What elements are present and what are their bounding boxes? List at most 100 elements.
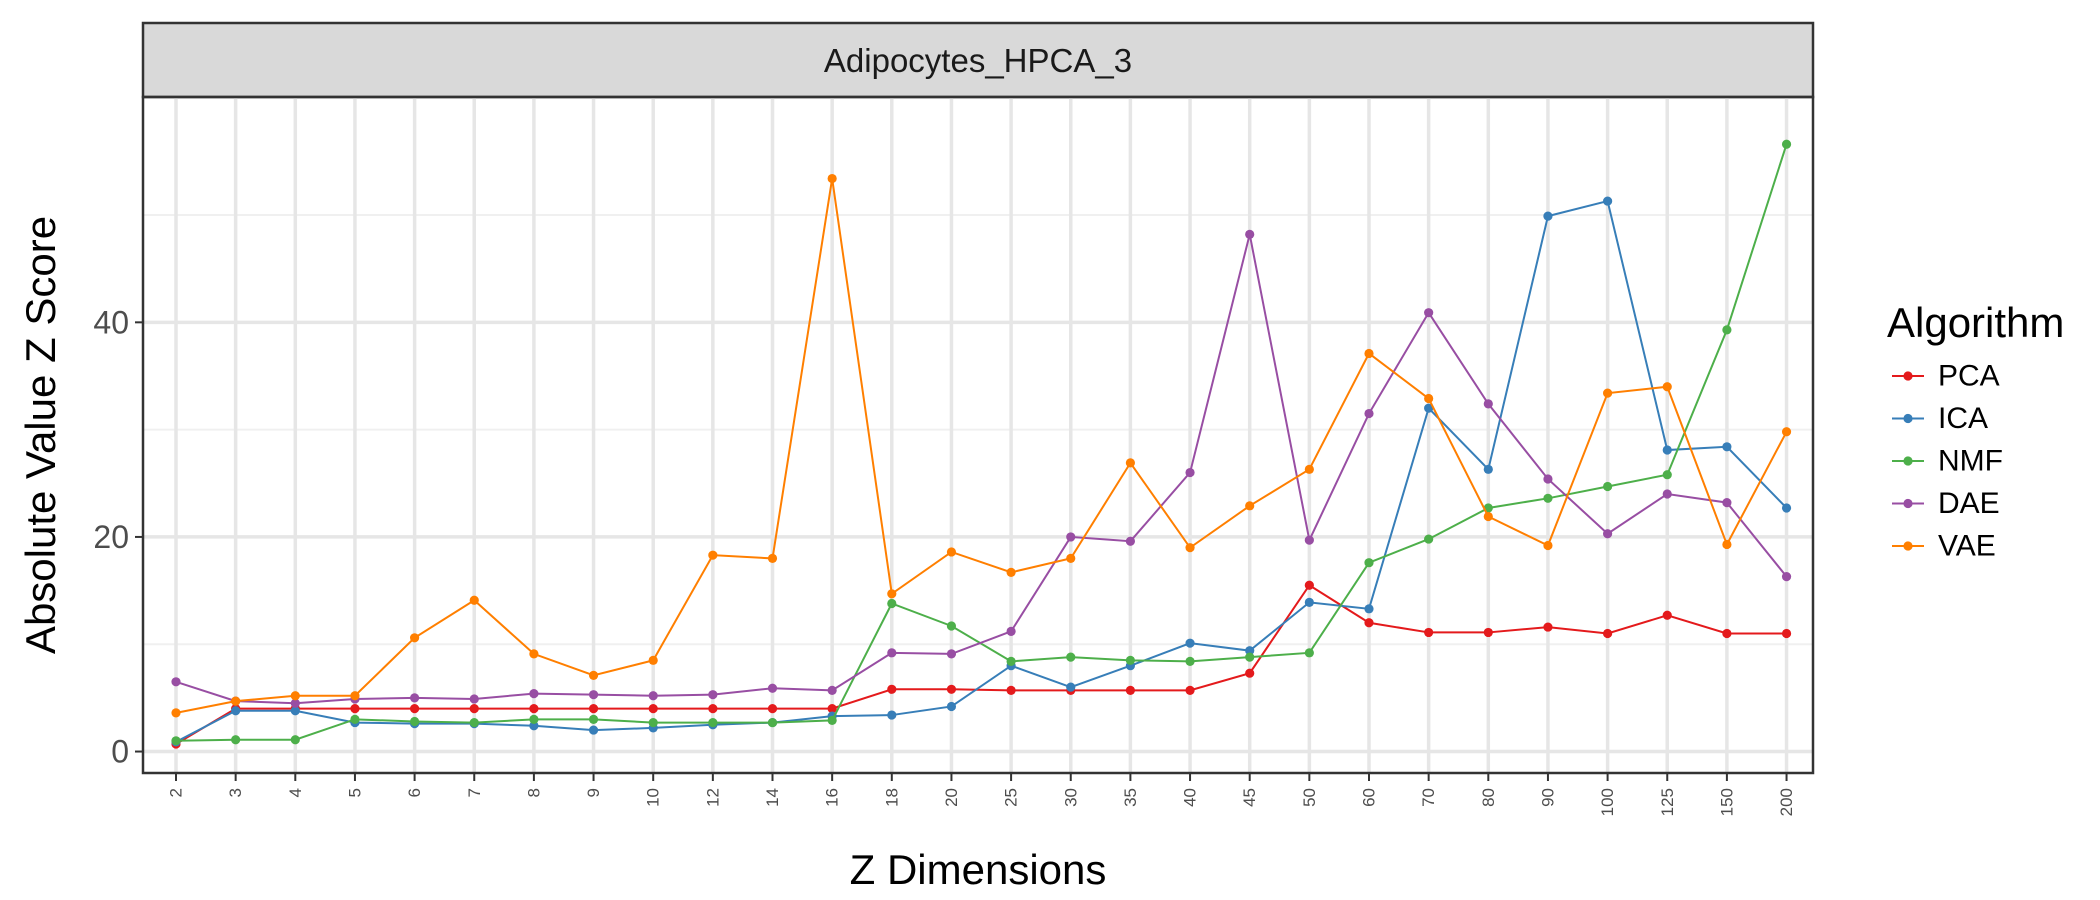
data-point-pca bbox=[1245, 668, 1255, 678]
data-point-dae bbox=[410, 693, 420, 703]
data-point-nmf bbox=[1364, 558, 1374, 568]
data-point-vae bbox=[1185, 543, 1195, 553]
data-point-nmf bbox=[171, 736, 181, 746]
series-dae bbox=[171, 229, 1792, 708]
x-tick-label: 60 bbox=[1360, 788, 1379, 807]
x-tick-label: 35 bbox=[1121, 788, 1140, 807]
data-point-dae bbox=[1185, 467, 1195, 478]
data-point-dae bbox=[1662, 489, 1672, 499]
data-point-ica bbox=[290, 706, 300, 716]
x-tick-label: 100 bbox=[1598, 788, 1617, 816]
series-ica bbox=[171, 196, 1792, 747]
data-point-vae bbox=[231, 696, 241, 706]
data-point-dae bbox=[708, 690, 718, 700]
x-tick-label: 16 bbox=[823, 788, 842, 807]
data-point-vae bbox=[1424, 393, 1434, 404]
x-tick-label: 10 bbox=[644, 788, 663, 807]
data-point-pca bbox=[1185, 685, 1195, 695]
series-line-pca bbox=[175, 583, 1787, 745]
data-point-nmf bbox=[410, 716, 420, 727]
data-point-pca bbox=[1125, 685, 1135, 695]
data-point-pca bbox=[350, 704, 360, 714]
data-point-pca bbox=[1781, 628, 1792, 639]
data-point-ica bbox=[1066, 682, 1076, 692]
data-point-nmf bbox=[1543, 493, 1553, 503]
data-point-nmf bbox=[1603, 481, 1613, 492]
series-line-nmf bbox=[175, 143, 1788, 742]
data-point-ica bbox=[588, 725, 599, 735]
series-line-vae bbox=[175, 178, 1788, 714]
x-tick-label: 200 bbox=[1777, 788, 1796, 816]
data-point-vae bbox=[1603, 388, 1613, 398]
legend-key-point bbox=[1903, 413, 1913, 424]
data-point-dae bbox=[1304, 535, 1314, 545]
series-nmf bbox=[171, 139, 1792, 746]
x-tick-label: 8 bbox=[524, 788, 543, 797]
x-tick-label: 90 bbox=[1538, 788, 1557, 807]
data-point-dae bbox=[887, 648, 897, 658]
legend: Algorithm PCA ICA NMF DAE VAE bbox=[1887, 299, 2064, 563]
data-point-dae bbox=[469, 694, 479, 704]
data-point-ica bbox=[887, 710, 897, 720]
data-point-pca bbox=[708, 704, 718, 714]
data-point-vae bbox=[1304, 464, 1314, 474]
data-point-dae bbox=[1006, 626, 1016, 636]
y-axis-title: Absolute Value Z Score bbox=[17, 216, 64, 654]
data-point-pca bbox=[827, 704, 837, 714]
series-vae bbox=[171, 173, 1792, 718]
x-tick-label: 2 bbox=[167, 788, 186, 797]
data-point-pca bbox=[1304, 580, 1314, 590]
x-tick-label: 30 bbox=[1061, 788, 1080, 807]
data-point-ica bbox=[1543, 211, 1553, 221]
data-point-dae bbox=[171, 677, 181, 687]
data-point-dae bbox=[588, 690, 599, 700]
data-point-pca bbox=[1722, 628, 1732, 639]
data-point-nmf bbox=[529, 714, 539, 724]
x-tick-label: 70 bbox=[1419, 788, 1438, 807]
data-point-nmf bbox=[1125, 655, 1135, 665]
data-point-ica bbox=[529, 721, 539, 731]
data-point-vae bbox=[648, 655, 658, 665]
data-point-nmf bbox=[1722, 325, 1732, 335]
data-point-nmf bbox=[469, 717, 479, 728]
data-point-pca bbox=[529, 704, 539, 714]
legend-item-ica: ICA bbox=[1892, 402, 1988, 435]
data-point-nmf bbox=[290, 735, 300, 745]
x-tick-label: 45 bbox=[1240, 788, 1259, 807]
x-tick-label: 9 bbox=[584, 788, 603, 797]
data-point-ica bbox=[1364, 604, 1374, 614]
legend-item-vae: VAE bbox=[1892, 530, 1996, 563]
data-point-dae bbox=[1483, 399, 1493, 409]
data-point-nmf bbox=[1424, 534, 1434, 544]
data-point-dae bbox=[529, 688, 539, 699]
series-pca bbox=[171, 580, 1792, 749]
data-point-vae bbox=[1662, 382, 1672, 392]
data-point-nmf bbox=[887, 598, 897, 609]
x-tick-label: 25 bbox=[1002, 788, 1021, 807]
data-point-ica bbox=[1304, 597, 1314, 607]
data-point-vae bbox=[887, 589, 897, 599]
y-tick-label: 0 bbox=[111, 734, 129, 770]
data-point-nmf bbox=[588, 714, 599, 724]
data-point-vae bbox=[1125, 458, 1135, 468]
legend-label: NMF bbox=[1938, 445, 2003, 478]
legend-key-point bbox=[1903, 498, 1913, 509]
data-point-nmf bbox=[350, 714, 360, 724]
data-point-pca bbox=[1543, 622, 1553, 632]
panel-border bbox=[141, 95, 1815, 775]
panel-strip-title: Adipocytes_HPCA_3 bbox=[824, 42, 1132, 79]
data-point-vae bbox=[469, 595, 479, 605]
data-point-ica bbox=[1603, 196, 1613, 206]
data-point-pca bbox=[887, 684, 897, 694]
data-point-nmf bbox=[1781, 139, 1792, 149]
legend-label: DAE bbox=[1938, 487, 2000, 520]
data-point-vae bbox=[1543, 540, 1553, 551]
data-point-pca bbox=[1483, 627, 1493, 638]
data-point-vae bbox=[827, 173, 837, 184]
data-point-vae bbox=[767, 553, 778, 563]
data-point-vae bbox=[1364, 348, 1374, 359]
data-point-pca bbox=[410, 704, 420, 714]
y-tick-label: 40 bbox=[93, 304, 129, 340]
data-point-dae bbox=[827, 685, 837, 695]
